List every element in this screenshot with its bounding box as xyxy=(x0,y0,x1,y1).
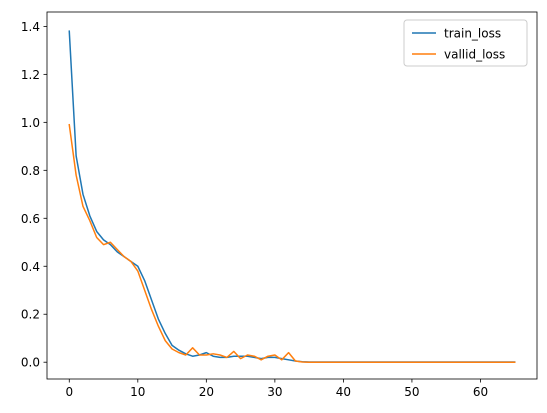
x-tick-label: 50 xyxy=(404,385,419,399)
x-tick-label: 20 xyxy=(199,385,214,399)
y-tick-label: 0.4 xyxy=(21,260,40,274)
x-tick-label: 10 xyxy=(130,385,145,399)
legend-label-vallid-loss: vallid_loss xyxy=(444,48,505,62)
legend: train_loss vallid_loss xyxy=(403,19,528,67)
plot-area xyxy=(68,30,516,363)
x-tick-label: 60 xyxy=(473,385,488,399)
x-tick-label: 30 xyxy=(267,385,282,399)
axes: 0 10 20 30 40 50 60 0.0 0.2 0.4 0.6 0.8 1.0 1.2 1.4 xyxy=(21,11,538,399)
y-tick-label: 1.2 xyxy=(21,68,40,82)
y-tick-label: 0.8 xyxy=(21,164,40,178)
series-line-vallid-loss xyxy=(68,123,516,363)
y-tick-label: 0.6 xyxy=(21,212,40,226)
y-tick-label: 1.4 xyxy=(21,20,40,34)
y-tick-label: 0.0 xyxy=(21,356,40,370)
plot-frame xyxy=(46,11,538,380)
x-tick-label: 40 xyxy=(336,385,351,399)
x-tick-label: 0 xyxy=(65,385,73,399)
y-tick-label: 0.2 xyxy=(21,308,40,322)
legend-label-train-loss: train_loss xyxy=(444,27,501,41)
y-tick-label: 1.0 xyxy=(21,116,40,130)
